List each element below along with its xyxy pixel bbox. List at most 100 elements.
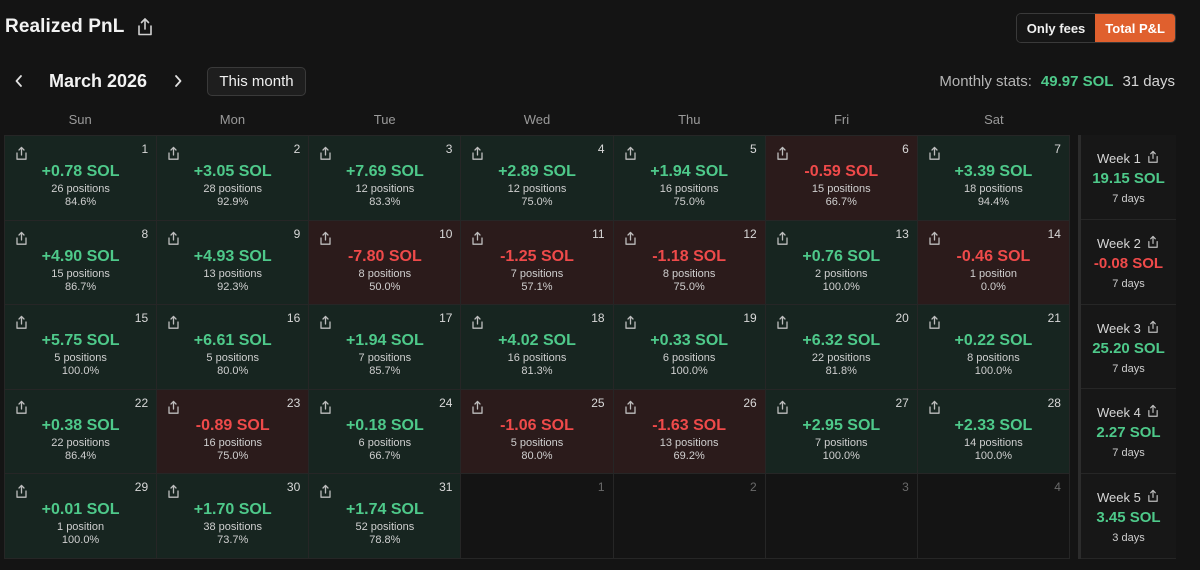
share-icon[interactable] [1147,489,1159,506]
day-cell[interactable]: 22 +0.38 SOL 22 positions 86.4% [5,389,158,475]
share-icon[interactable] [471,146,484,161]
chevron-right-icon[interactable] [169,71,187,91]
day-cell[interactable]: 31 +1.74 SOL 52 positions 78.8% [309,474,462,559]
share-icon[interactable] [319,400,332,415]
share-icon[interactable] [1147,404,1159,421]
share-icon[interactable] [15,400,28,415]
day-cell[interactable]: 26 -1.63 SOL 13 positions 69.2% [613,389,766,475]
day-cell[interactable]: 23 -0.89 SOL 16 positions 75.0% [157,389,310,475]
share-icon[interactable] [167,484,180,499]
day-cell[interactable]: 15 +5.75 SOL 5 positions 100.0% [5,305,158,390]
day-number: 2 [750,480,757,495]
share-icon[interactable] [15,231,28,246]
share-icon[interactable] [624,400,637,415]
day-cell: 2 [613,474,766,559]
day-cell[interactable]: 4 +2.89 SOL 12 positions 75.0% [461,136,614,221]
day-cell[interactable]: 5 +1.94 SOL 16 positions 75.0% [613,136,766,221]
share-icon[interactable] [319,146,332,161]
share-icon[interactable] [136,17,154,37]
share-icon[interactable] [928,400,941,415]
day-cell[interactable]: 3 +7.69 SOL 12 positions 83.3% [309,136,462,221]
share-icon[interactable] [319,315,332,330]
day-cell[interactable]: 21 +0.22 SOL 8 positions 100.0% [917,305,1070,390]
share-icon[interactable] [624,315,637,330]
day-cell[interactable]: 13 +0.76 SOL 2 positions 100.0% [765,220,918,306]
share-icon[interactable] [15,146,28,161]
week-summary-cell[interactable]: Week 4 2.27 SOL 7 days [1081,389,1176,475]
day-pnl: +7.69 SOL [345,163,424,180]
weekday-label: Fri [833,112,850,127]
day-pnl: +0.22 SOL [954,332,1033,350]
day-winrate: 57.1% [521,280,553,293]
day-cell[interactable]: 12 -1.18 SOL 8 positions 75.0% [613,220,766,306]
share-icon[interactable] [928,315,941,330]
share-icon[interactable] [319,484,332,499]
day-cell[interactable]: 25 -1.06 SOL 5 positions 80.0% [461,389,614,475]
week-summary-cell[interactable]: Week 1 19.15 SOL 7 days [1081,135,1176,220]
share-icon[interactable] [471,315,484,330]
share-icon[interactable] [15,315,28,330]
day-winrate: 75.0% [521,196,553,208]
share-icon[interactable] [167,400,180,415]
day-cell[interactable]: 28 +2.33 SOL 14 positions 100.0% [917,389,1070,475]
share-icon[interactable] [928,146,941,161]
day-cell[interactable]: 29 +0.01 SOL 1 position 100.0% [5,474,158,559]
share-icon[interactable] [319,231,332,246]
day-cell[interactable]: 2 +3.05 SOL 28 positions 92.9% [157,136,310,221]
week-value: 25.20 SOL [1092,339,1165,357]
day-cell[interactable]: 11 -1.25 SOL 7 positions 57.1% [461,220,614,306]
day-cell[interactable]: 18 +4.02 SOL 16 positions 81.3% [461,305,614,390]
day-number: 17 [439,311,453,326]
share-icon[interactable] [1147,150,1159,167]
day-cell[interactable]: 9 +4.93 SOL 13 positions 92.3% [157,220,310,306]
share-icon[interactable] [15,484,28,499]
day-cell[interactable]: 20 +6.32 SOL 22 positions 81.8% [765,305,918,390]
share-icon[interactable] [471,231,484,246]
share-icon[interactable] [1147,235,1159,252]
day-cell[interactable]: 14 -0.46 SOL 1 position 0.0% [917,220,1070,306]
day-positions: 15 positions [811,183,871,195]
day-cell[interactable]: 10 -7.80 SOL 8 positions 50.0% [309,220,462,306]
share-icon[interactable] [624,146,637,161]
week-label-row: Week 2 [1097,235,1159,252]
day-cell[interactable]: 17 +1.94 SOL 7 positions 85.7% [309,305,462,390]
share-icon[interactable] [776,146,789,161]
week-summary-cell[interactable]: Week 3 25.20 SOL 7 days [1081,304,1176,390]
share-icon[interactable] [471,400,484,415]
day-cell[interactable]: 27 +2.95 SOL 7 positions 100.0% [765,389,918,475]
only-fees-button[interactable]: Only fees [1016,14,1096,42]
share-icon[interactable] [776,315,789,330]
day-cell[interactable]: 19 +0.33 SOL 6 positions 100.0% [613,305,766,390]
week-days: 3 days [1112,532,1145,545]
share-icon[interactable] [928,231,941,246]
day-number: 24 [439,395,453,410]
day-cell[interactable]: 6 -0.59 SOL 15 positions 66.7% [765,136,918,221]
share-icon[interactable] [624,231,637,246]
total-pnl-button[interactable]: Total P&L [1095,14,1175,42]
this-month-button[interactable]: This month [207,67,306,96]
day-pnl: +0.33 SOL [650,332,729,350]
day-cell[interactable]: 7 +3.39 SOL 18 positions 94.4% [917,136,1070,221]
day-cell[interactable]: 30 +1.70 SOL 38 positions 73.7% [157,474,310,559]
day-winrate: 92.3% [217,280,249,293]
share-icon[interactable] [1147,320,1159,337]
day-winrate: 50.0% [369,280,401,293]
share-icon[interactable] [776,231,789,246]
day-cell[interactable]: 16 +6.61 SOL 5 positions 80.0% [157,305,310,390]
day-cell[interactable]: 8 +4.90 SOL 15 positions 86.7% [5,220,158,306]
share-icon[interactable] [167,315,180,330]
day-cell[interactable]: 24 +0.18 SOL 6 positions 66.7% [309,389,462,475]
share-icon[interactable] [776,400,789,415]
share-icon[interactable] [167,231,180,246]
chevron-left-icon[interactable] [10,71,28,91]
day-number: 20 [895,311,909,326]
weekly-summary: Week 1 19.15 SOL 7 days Week 2 -0.08 SOL 7 da… [1081,135,1176,559]
month-label: March 2026 [49,71,148,91]
share-icon[interactable] [167,146,180,161]
divider [1078,135,1081,559]
day-number: 3 [902,480,909,495]
day-cell[interactable]: 1 +0.78 SOL 26 positions 84.6% [5,136,158,221]
week-summary-cell[interactable]: Week 5 3.45 SOL 3 days [1081,474,1176,559]
day-positions: 52 positions [355,521,415,534]
week-summary-cell[interactable]: Week 2 -0.08 SOL 7 days [1081,219,1176,305]
